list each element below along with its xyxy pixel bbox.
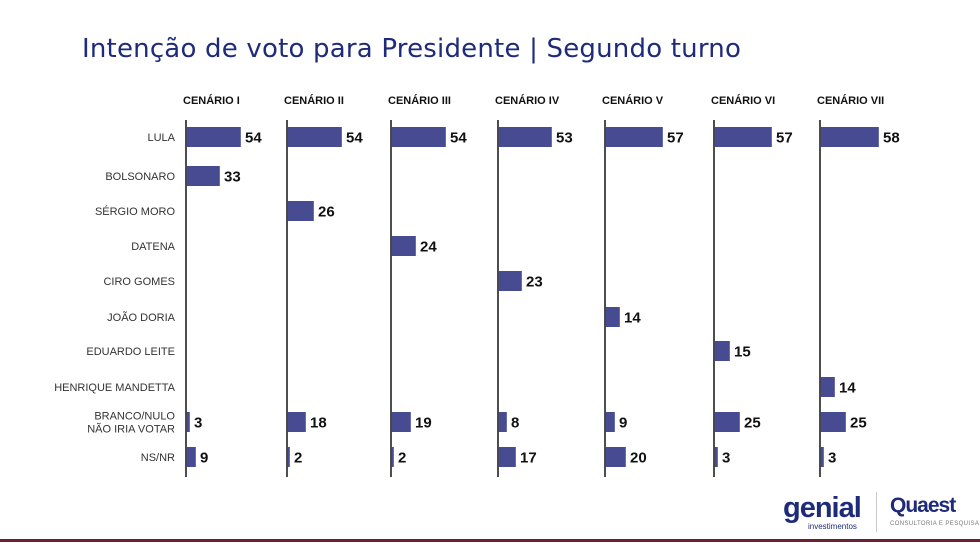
quaest-logo-subtitle: CONSULTORIA E PESQUISA — [890, 521, 980, 527]
data-label: 3 — [828, 450, 836, 467]
data-label: 54 — [346, 130, 363, 147]
bar — [605, 307, 620, 327]
category-label: BRANCO/NULO NÃO IRIA VOTAR — [87, 411, 175, 436]
bar — [391, 127, 446, 147]
data-label: 3 — [194, 415, 202, 432]
bar — [391, 412, 411, 432]
bar — [820, 377, 835, 397]
bar — [287, 201, 314, 221]
quaest-logo: Quaest CONSULTORIA E PESQUISA — [888, 494, 979, 534]
page-title: Intenção de voto para Presidente | Segun… — [82, 34, 742, 64]
scenario-header: CENÁRIO V — [602, 94, 664, 107]
scenario-header: CENÁRIO II — [284, 94, 344, 107]
category-label: NS/NR — [141, 452, 175, 464]
bar — [186, 412, 190, 432]
bar — [820, 447, 824, 467]
data-label: 57 — [667, 130, 684, 147]
logo-divider — [876, 492, 877, 532]
genial-logo: genial investimentos — [780, 490, 864, 532]
data-label: 8 — [511, 415, 519, 432]
data-label: 14 — [839, 380, 856, 397]
data-label: 19 — [415, 415, 432, 432]
data-label: 25 — [850, 415, 867, 432]
scenario-header: CENÁRIO VII — [817, 94, 884, 107]
data-label: 33 — [224, 169, 241, 186]
data-label: 15 — [734, 344, 751, 361]
data-label: 57 — [776, 130, 793, 147]
genial-logo-name: genial — [783, 492, 862, 524]
data-label: 58 — [883, 130, 900, 147]
bar — [287, 127, 342, 147]
data-label: 14 — [624, 310, 641, 327]
bar — [605, 127, 663, 147]
data-label: 54 — [245, 130, 262, 147]
bar — [714, 447, 718, 467]
logo-area: genial investimentos Quaest CONSULTORIA … — [780, 490, 979, 536]
bar — [498, 412, 507, 432]
bar — [287, 412, 306, 432]
data-label: 2 — [398, 450, 406, 467]
bar — [498, 271, 522, 291]
data-label: 3 — [722, 450, 730, 467]
category-label: SÉRGIO MORO — [95, 205, 176, 218]
bar — [391, 447, 394, 467]
bar — [714, 341, 730, 361]
category-label: JOÃO DORIA — [107, 311, 176, 324]
category-label: EDUARDO LEITE — [86, 346, 175, 358]
data-label: 54 — [450, 130, 467, 147]
bar — [605, 447, 626, 467]
data-label: 26 — [318, 204, 335, 221]
data-label: 17 — [520, 450, 537, 467]
bar — [287, 447, 290, 467]
bar — [498, 127, 552, 147]
category-label: BOLSONARO — [105, 171, 175, 183]
data-label: 20 — [630, 450, 647, 467]
data-label: 9 — [619, 415, 627, 432]
bar — [714, 412, 740, 432]
bar — [605, 412, 615, 432]
genial-logo-subtitle: investimentos — [808, 522, 857, 531]
data-label: 53 — [556, 130, 573, 147]
data-label: 18 — [310, 415, 327, 432]
data-label: 25 — [744, 415, 761, 432]
scenario-header: CENÁRIO VI — [711, 94, 775, 107]
data-label: 9 — [200, 450, 208, 467]
scenario-header: CENÁRIO I — [183, 94, 240, 107]
quaest-logo-name: Quaest — [890, 494, 956, 517]
bar — [186, 166, 220, 186]
category-label: LULA — [147, 132, 175, 144]
footer-line — [0, 539, 980, 542]
bar — [498, 447, 516, 467]
bar — [391, 236, 416, 256]
category-label: CIRO GOMES — [103, 276, 175, 288]
bar — [714, 127, 772, 147]
bar — [186, 447, 196, 467]
scenario-header: CENÁRIO IV — [495, 94, 560, 107]
bar — [820, 127, 879, 147]
category-label: HENRIQUE MANDETTA — [54, 382, 175, 394]
bar — [186, 127, 241, 147]
scenario-header: CENÁRIO III — [388, 94, 451, 107]
category-label: DATENA — [131, 241, 175, 253]
bar — [820, 412, 846, 432]
data-label: 23 — [526, 274, 543, 291]
data-label: 24 — [420, 239, 437, 256]
data-label: 2 — [294, 450, 302, 467]
